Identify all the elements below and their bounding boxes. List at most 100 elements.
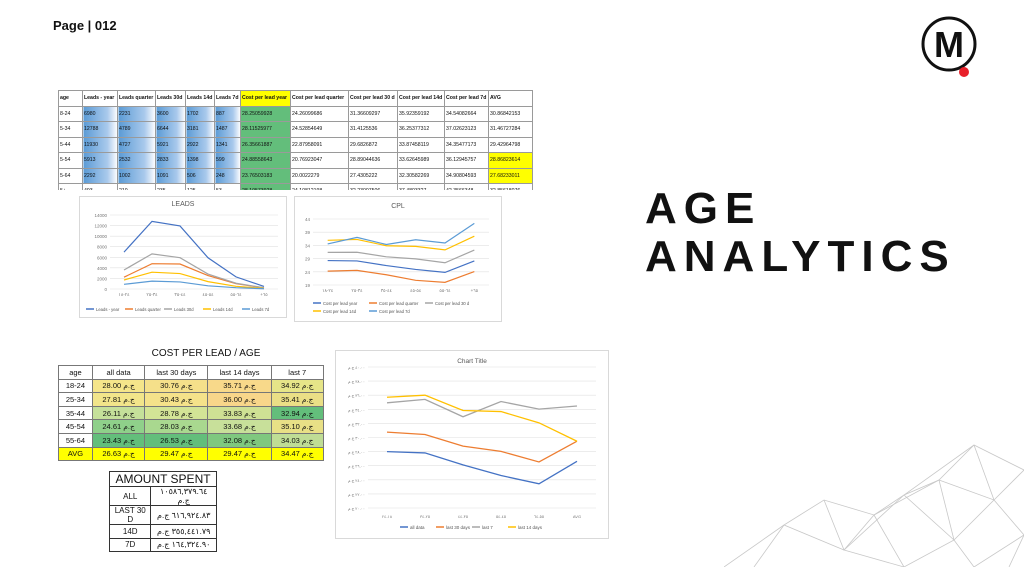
- amount-spent-section: AMOUNT SPENT ALL ١٠٥٨٦,٣٧٩.٦٤ ج.م LAST 30 …: [108, 471, 217, 552]
- series-line: [123, 271, 265, 289]
- title-line-2: ANALYTICS: [645, 232, 956, 281]
- cpl-row: 55-64 23.43 ج.م 26.53 ج.م 32.08 ج.م 34.03 ج.…: [58, 432, 325, 448]
- amount-spent-title: AMOUNT SPENT: [109, 471, 217, 487]
- legend-label: Cost per lead year: [323, 301, 358, 306]
- y-tick-label: ٣٨.٠٠ ج.م: [348, 379, 365, 384]
- sheet-cell: 28.11525977: [240, 121, 291, 138]
- x-tick-label: ٣٥-٤٤: [458, 514, 468, 519]
- sheet-cell: 33.62645989: [397, 152, 445, 169]
- x-tick-label: ٦٤-٥٥: [439, 288, 451, 293]
- logo-letter: M: [934, 24, 964, 65]
- cpl-cell: 34.92 ج.م: [270, 378, 325, 394]
- series-line: [386, 394, 578, 442]
- cpl-cell: 26.11 ج.م: [91, 405, 146, 421]
- y-tick-label: 6000: [97, 255, 108, 260]
- y-tick-label: ٢٠.٠٠ ج.م: [348, 506, 365, 511]
- cpl-cell: 28.78 ج.م: [144, 405, 209, 421]
- sheet-cell: 37.4803327: [397, 183, 445, 190]
- sheet-cell: 1002: [117, 167, 156, 184]
- sheet-cell: 37.02623123: [444, 121, 489, 138]
- sheet-header-cell: Leads 7d: [214, 90, 241, 107]
- legend-label: Cost per lead 7d: [379, 309, 410, 314]
- cpl-cell: 23.43 ج.م: [91, 432, 146, 448]
- brand-logo: M: [921, 12, 979, 80]
- sheet-cell: 53: [214, 183, 241, 190]
- y-tick-label: 0: [104, 287, 107, 292]
- x-tick-label: ٣٤-٢٥: [146, 292, 158, 297]
- sheet-cell: 125: [185, 183, 215, 190]
- cpl-cell: 29.47 ج.م: [144, 446, 209, 462]
- sheet-cell: 36.12945757: [444, 152, 489, 169]
- sheet-row: 5-34 12788 4789 6644 3181 1487 28.11525977 24.5…: [58, 121, 533, 138]
- series-line: [327, 222, 475, 246]
- sheet-cell: 36.25377312: [397, 121, 445, 138]
- chart-title: CPL: [391, 203, 405, 210]
- y-tick-label: ٣٦.٠٠ ج.م: [348, 393, 365, 398]
- sheet-cell: 210: [117, 183, 156, 190]
- sheet-cell: 28.10573928: [240, 183, 291, 190]
- cpl-cell: 27.81 ج.م: [91, 392, 146, 407]
- sheet-cell: 20.76923047: [290, 152, 349, 169]
- y-tick-label: ٢٦.٠٠ ج.م: [348, 464, 365, 469]
- cpl-cell: AVG: [58, 446, 93, 462]
- cpl-cell: 35.71 ج.م: [207, 378, 272, 394]
- sheet-cell: 5913: [82, 152, 118, 169]
- y-tick-label: ٣٤.٠٠ ج.م: [348, 407, 365, 412]
- series-line: [386, 450, 578, 485]
- cpl-row: 45-54 24.61 ج.م 28.03 ج.م 33.68 ج.م 35.10 ج.…: [58, 419, 325, 434]
- cpl-header-cell: last 30 days: [144, 365, 209, 380]
- sheet-cell: 31.36609297: [348, 105, 398, 122]
- x-tick-label: ٥٤-٤٥: [202, 292, 214, 297]
- sheet-cell: 5-34: [58, 121, 83, 138]
- sheet-header-cell: Leads - year: [82, 90, 118, 107]
- sheet-cell: 35.92359192: [397, 105, 445, 122]
- cpl-cell: 33.83 ج.م: [207, 405, 272, 421]
- legend-label: Cost per lead 14d: [323, 309, 357, 314]
- cpl-cell: 35-44: [58, 405, 93, 421]
- sheet-row: 8-24 6980 2231 3600 1702 887 28.25059928 24.260…: [58, 105, 533, 122]
- amount-row: 7D ١٦٤,٣٢٤.٩٠ ج.م: [108, 537, 217, 552]
- sheet-cell: 235: [155, 183, 186, 190]
- cpl-cell: 26.63 ج.م: [91, 446, 146, 462]
- series-line: [327, 249, 475, 264]
- sheet-header-cell: AVG: [488, 90, 533, 107]
- x-tick-label: +٦٥: [471, 288, 479, 293]
- cpl-cell: 30.76 ج.م: [144, 378, 209, 394]
- sheet-cell: 5-44: [58, 136, 83, 153]
- sheet-header-cell: Leads 30d: [155, 90, 186, 107]
- legend-label: Leads quarter: [135, 307, 161, 312]
- x-tick-label: ٣٤-٢٥: [351, 288, 363, 293]
- sheet-cell: 32.85618076: [488, 183, 533, 190]
- cpl-header-cell: last 14 days: [207, 365, 272, 380]
- x-tick-label: ٦٤-٥٥: [230, 292, 242, 297]
- x-tick-label: ١٨-٢٤: [382, 514, 393, 519]
- sheet-cell: 3600: [155, 105, 186, 122]
- sheet-cell: 248: [214, 167, 241, 184]
- sheet-cell: 34.90804593: [444, 167, 489, 184]
- legend-label: last 14 days: [518, 525, 543, 530]
- y-tick-label: ٢٤.٠٠ ج.م: [348, 478, 365, 483]
- sheet-cell: 24.10812198: [290, 183, 349, 190]
- series-line: [327, 259, 475, 274]
- cpl-cell: 30.43 ج.م: [144, 392, 209, 407]
- sheet-table: age Leads - year Leads quarter Leads 30d Lea…: [58, 90, 533, 190]
- legend-label: Cost per lead quarter: [379, 301, 419, 306]
- cpl-cell: 28.00 ج.م: [91, 378, 146, 394]
- series-line: [123, 280, 265, 290]
- y-tick-label: 19: [305, 283, 311, 288]
- series-line: [327, 235, 475, 251]
- amount-cell: 7D: [108, 537, 152, 552]
- sheet-cell: 29.6826872: [348, 136, 398, 153]
- leads-chart: LEADS 0 2000 4000 6000 8000 10000 12000 14000 ٢٤-…: [79, 196, 287, 318]
- sheet-cell: 34.35477173: [444, 136, 489, 153]
- legend-label: Leads 7d: [252, 307, 270, 312]
- sheet-cell: 28.86823614: [488, 152, 533, 169]
- sheet-cell: 1398: [185, 152, 215, 169]
- cpl-cell: 36.00 ج.م: [207, 392, 272, 407]
- series-line: [123, 220, 265, 287]
- sheet-cell: 3181: [185, 121, 215, 138]
- x-tick-label: ٢٥-٣٤: [420, 514, 430, 519]
- sheet-cell: 493: [82, 183, 118, 190]
- sheet-cell: 1487: [214, 121, 241, 138]
- cpl-cell: 34.03 ج.م: [270, 432, 325, 448]
